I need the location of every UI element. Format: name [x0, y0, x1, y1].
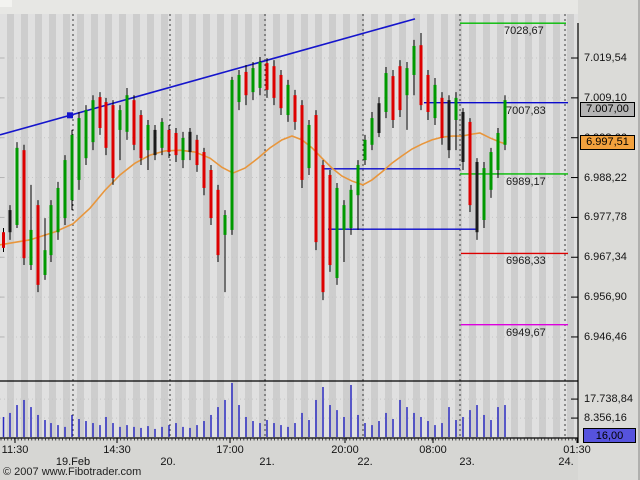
chart-plot-area[interactable]: [0, 14, 578, 438]
right-axis-gutter: [578, 0, 638, 480]
top-left-corner: [0, 0, 12, 7]
top-margin-strip: [0, 0, 578, 14]
bottom-axis-strip: [0, 438, 578, 480]
